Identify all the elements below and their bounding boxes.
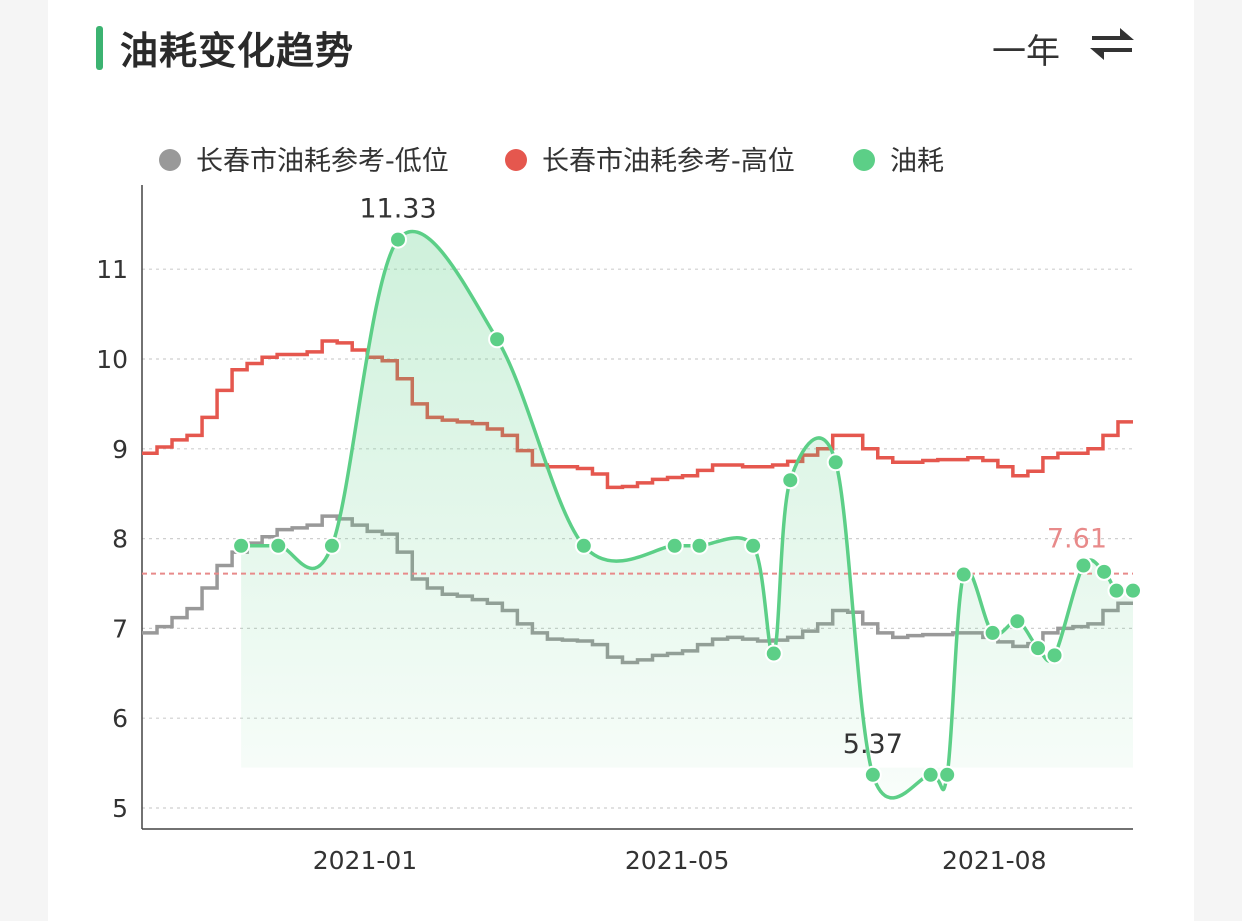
fuel-point-6 bbox=[665, 536, 684, 555]
title-accent-bar bbox=[96, 26, 103, 70]
fuel-point-10 bbox=[781, 471, 800, 490]
fuel-point-12 bbox=[863, 765, 882, 784]
fuel-point-21 bbox=[1095, 562, 1114, 581]
fuel-point-23 bbox=[1124, 581, 1142, 600]
x-tick-2021-08: 2021-08 bbox=[942, 846, 1046, 875]
legend-marker-1 bbox=[505, 149, 527, 171]
legend-label-1: 长春市油耗参考-高位 bbox=[542, 146, 795, 177]
fuel-point-0 bbox=[232, 536, 251, 555]
series-high-line bbox=[142, 339, 1133, 490]
fuel-point-17 bbox=[1008, 612, 1027, 631]
fuel-point-20 bbox=[1074, 556, 1093, 575]
fuel-point-4 bbox=[488, 330, 507, 349]
y-tick-10: 10 bbox=[96, 345, 128, 374]
fuel-point-22 bbox=[1107, 581, 1126, 600]
fuel-point-1 bbox=[269, 536, 288, 555]
fuel-point-8 bbox=[744, 536, 763, 555]
fuel-point-9 bbox=[764, 644, 783, 663]
y-tick-9: 9 bbox=[112, 435, 128, 464]
fuel-point-19 bbox=[1045, 646, 1064, 665]
fuel-point-7 bbox=[690, 536, 709, 555]
fuel-point-2 bbox=[322, 536, 341, 555]
y-tick-5: 5 bbox=[112, 794, 128, 823]
x-tick-2021-05: 2021-05 bbox=[625, 846, 729, 875]
legend-marker-2 bbox=[853, 149, 875, 171]
y-tick-8: 8 bbox=[112, 525, 128, 554]
y-tick-11: 11 bbox=[96, 255, 128, 284]
legend-marker-0 bbox=[159, 149, 181, 171]
legend-label-2: 油耗 bbox=[890, 146, 944, 177]
y-tick-6: 6 bbox=[112, 704, 128, 733]
fuel-point-16 bbox=[983, 623, 1002, 642]
range-selector[interactable]: 一年 bbox=[992, 32, 1060, 72]
average-label: 7.61 bbox=[1047, 524, 1107, 555]
y-tick-7: 7 bbox=[112, 614, 128, 643]
fuel-point-3 bbox=[389, 230, 408, 249]
header: 油耗变化趋势 一年 bbox=[48, 22, 1194, 73]
fuel-point-18 bbox=[1029, 639, 1048, 658]
x-tick-2021-01: 2021-01 bbox=[313, 846, 417, 875]
max-value-label: 11.33 bbox=[359, 194, 436, 225]
fuel-point-14 bbox=[938, 765, 957, 784]
legend-label-0: 长春市油耗参考-低位 bbox=[196, 146, 449, 177]
page-title: 油耗变化趋势 bbox=[120, 29, 355, 73]
series-fuel-area bbox=[241, 231, 1134, 798]
fuel-point-5 bbox=[574, 536, 593, 555]
min-value-label: 5.37 bbox=[843, 729, 903, 760]
fuel-point-13 bbox=[921, 765, 940, 784]
swap-arrows-icon[interactable] bbox=[1088, 22, 1136, 70]
fuel-point-11 bbox=[826, 453, 845, 472]
fuel-point-15 bbox=[954, 565, 973, 584]
